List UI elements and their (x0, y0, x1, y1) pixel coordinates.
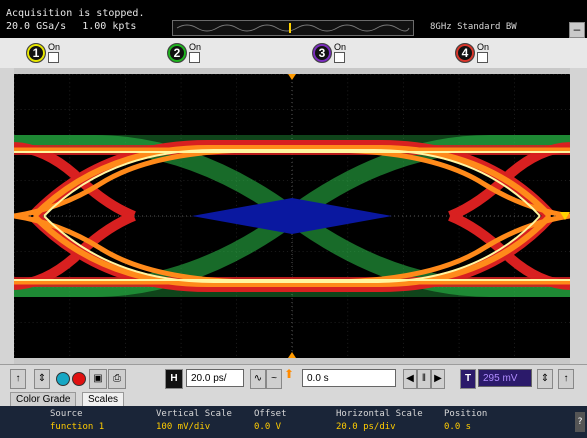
channel-2-badge: 2 (167, 43, 187, 63)
screenshot-icon[interactable]: ▣ (89, 369, 107, 389)
trigger-button[interactable]: T (460, 369, 476, 389)
channel-3-badge: 3 (312, 43, 332, 63)
help-button[interactable]: ? (575, 412, 585, 432)
trigger-level-field[interactable]: 295 mV (478, 369, 532, 387)
up-arrow-icon[interactable]: ↑ (558, 369, 574, 389)
horizontal-button[interactable]: H (165, 369, 183, 389)
position-field[interactable]: 0.0 s (302, 369, 396, 387)
channel-2-checkbox[interactable] (189, 52, 200, 63)
channel-1-checkbox[interactable] (48, 52, 59, 63)
waveform-mode-icon[interactable]: ∿ (250, 369, 266, 389)
eye-diagram-display[interactable] (14, 74, 570, 358)
waveform-overview[interactable] (172, 20, 414, 36)
channel-3-checkbox[interactable] (334, 52, 345, 63)
left-rail (0, 68, 14, 364)
source-value: function 1 (50, 422, 105, 432)
channel-bar: 1 On 2 On 3 On 4 On (0, 38, 587, 68)
eye-mask (192, 198, 392, 234)
vscale-header: Vertical Scale (156, 409, 232, 419)
level-stepper-icon[interactable]: ⇕ (537, 369, 553, 389)
sine-icon[interactable]: ~ (266, 369, 282, 389)
bandwidth-label: 8GHz Standard BW (430, 22, 517, 32)
hscale-value: 20.0 ps/div (336, 422, 396, 432)
minimize-button[interactable]: – (569, 22, 585, 38)
memory-depth: 1.00 kpts (82, 21, 137, 32)
right-rail (570, 68, 587, 364)
overview-waveform-icon (176, 23, 410, 33)
source-header: Source (50, 409, 83, 419)
scroll-right-icon[interactable]: ▶ (431, 369, 445, 389)
cyan-color-swatch[interactable] (56, 372, 70, 386)
control-toolbar: ↑ ⇕ ▣ ⎙ H 20.0 ps/ ∿ ~ ⬆ 0.0 s ◀ ‖ ▶ T 2… (0, 364, 587, 393)
sample-rate: 20.0 GSa/s (6, 21, 67, 32)
hscale-header: Horizontal Scale (336, 409, 423, 419)
pause-icon[interactable]: ‖ (417, 369, 431, 389)
bottom-trigger-marker (288, 352, 296, 358)
scales-panel: Source function 1 Vertical Scale 100 mV/… (0, 406, 587, 438)
record-button[interactable] (72, 372, 86, 386)
right-level-marker (560, 212, 570, 220)
acquisition-status: Acquisition is stopped. (6, 8, 145, 19)
tab-scales[interactable]: Scales (82, 392, 125, 407)
channel-1-badge: 1 (26, 43, 46, 63)
scroll-left-icon[interactable]: ◀ (403, 369, 417, 389)
zoom-icon[interactable]: ⇕ (34, 369, 50, 389)
position-value: 0.0 s (444, 422, 472, 432)
delay-marker-icon: ⬆ (284, 367, 295, 381)
offset-value: 0.0 V (254, 422, 282, 432)
printer-icon[interactable]: ⎙ (108, 369, 126, 389)
timebase-field[interactable]: 20.0 ps/ (186, 369, 244, 387)
top-trigger-marker (288, 74, 296, 80)
channel-4-checkbox[interactable] (477, 52, 488, 63)
eye-diagram-canvas (14, 74, 570, 358)
waveform-area (0, 68, 587, 364)
offset-header: Offset (254, 409, 287, 419)
vscale-value: 100 mV/div (156, 422, 211, 432)
channel-4-badge: 4 (455, 43, 475, 63)
tab-row: Color Grade Scales (0, 392, 587, 407)
up-arrow-icon[interactable]: ↑ (10, 369, 26, 389)
position-header: Position (444, 409, 488, 419)
status-bar: Acquisition is stopped. 20.0 GSa/s 1.00 … (0, 0, 587, 38)
tab-color-grade[interactable]: Color Grade (10, 392, 77, 407)
